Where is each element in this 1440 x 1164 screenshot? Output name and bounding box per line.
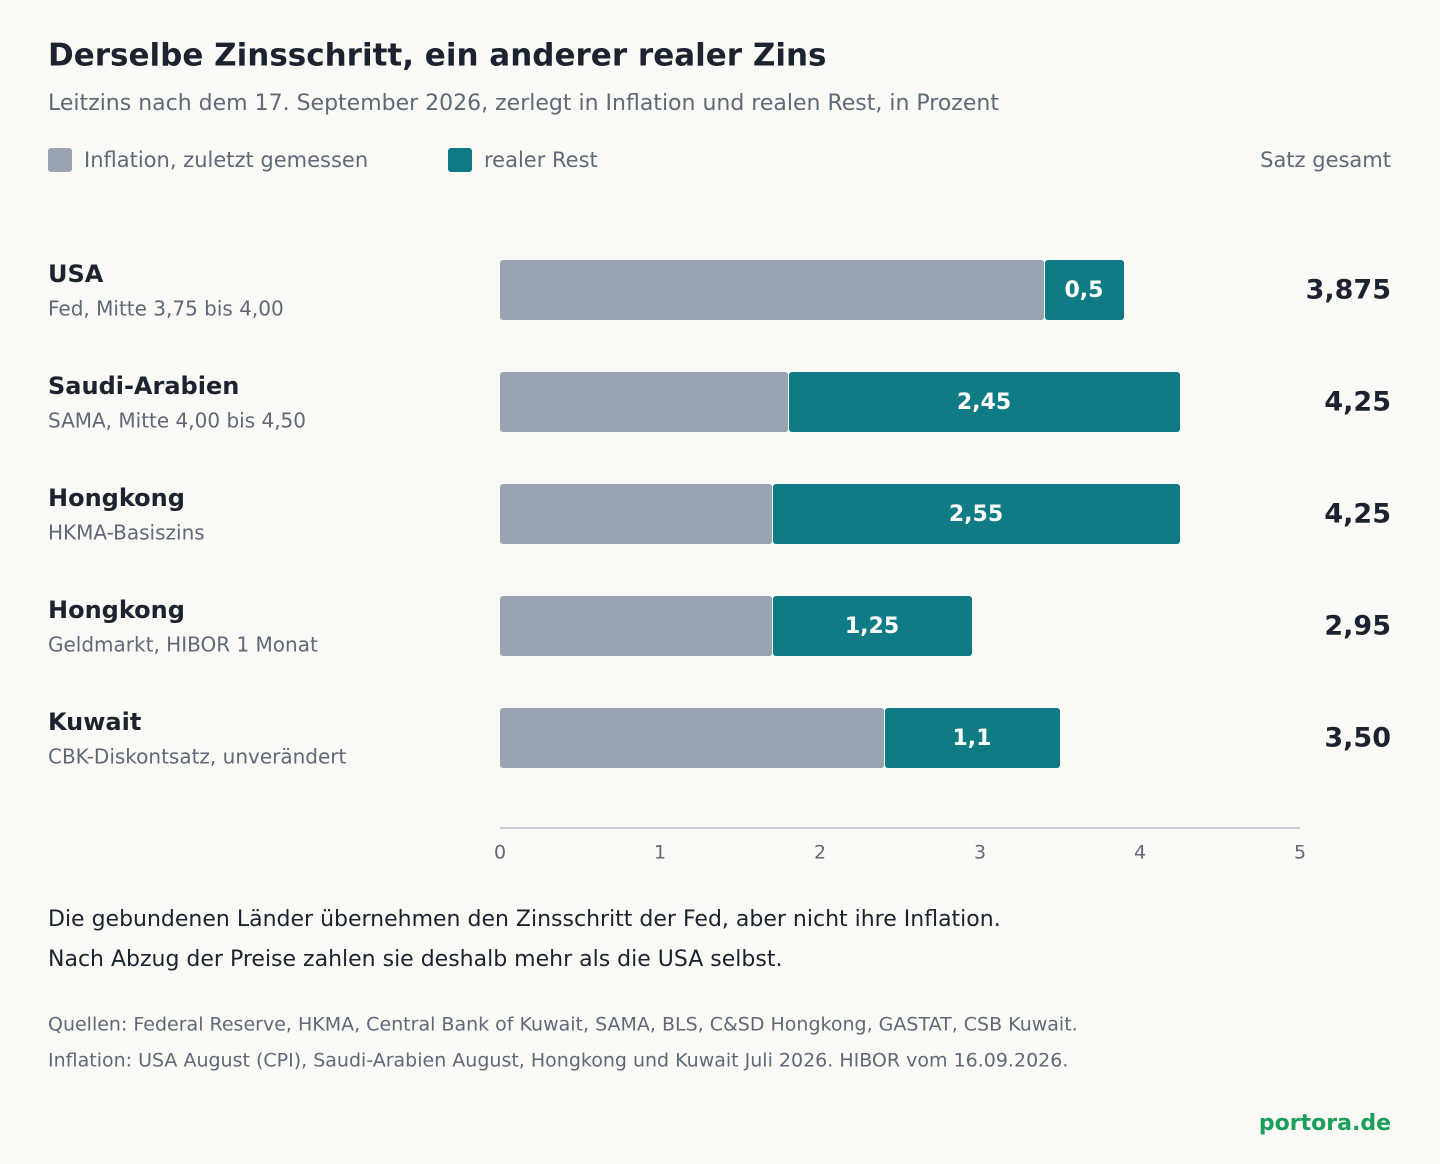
total-label: 3,875 bbox=[1306, 275, 1391, 306]
category-note: Geldmarkt, HIBOR 1 Monat bbox=[48, 633, 318, 657]
category-label: Kuwait bbox=[48, 708, 141, 736]
source-line: Inflation: USA August (CPI), Saudi-Arabi… bbox=[48, 1050, 1068, 1072]
value-label: 1,1 bbox=[953, 726, 992, 751]
x-tick-label: 5 bbox=[1294, 842, 1306, 864]
category-label: Hongkong bbox=[48, 596, 185, 624]
category-label: Saudi-Arabien bbox=[48, 372, 239, 400]
legend-label: Inflation, zuletzt gemessen bbox=[84, 148, 368, 172]
category-note: SAMA, Mitte 4,00 bis 4,50 bbox=[48, 409, 306, 433]
value-label: 2,55 bbox=[949, 502, 1003, 527]
total-label: 2,95 bbox=[1324, 611, 1391, 642]
source-line: Quellen: Federal Reserve, HKMA, Central … bbox=[48, 1014, 1078, 1036]
total-label: 4,25 bbox=[1324, 499, 1391, 530]
x-tick-label: 1 bbox=[654, 842, 666, 864]
legend-swatch bbox=[448, 148, 472, 172]
bar-segment bbox=[500, 484, 772, 544]
bar-segment bbox=[500, 260, 1044, 320]
category-label: USA bbox=[48, 260, 104, 288]
category-note: CBK-Diskontsatz, unverändert bbox=[48, 745, 347, 769]
category-label: Hongkong bbox=[48, 484, 185, 512]
legend-swatch bbox=[48, 148, 72, 172]
bar-segment bbox=[773, 596, 972, 656]
bar-segment bbox=[500, 708, 884, 768]
category-note: Fed, Mitte 3,75 bis 4,00 bbox=[48, 297, 284, 321]
x-tick-label: 4 bbox=[1134, 842, 1146, 864]
note-line: Nach Abzug der Preise zahlen sie deshalb… bbox=[48, 947, 782, 972]
legend-label: realer Rest bbox=[484, 148, 598, 172]
bar-segment bbox=[885, 708, 1060, 768]
value-label: 1,25 bbox=[845, 614, 899, 639]
bar-segment bbox=[500, 596, 772, 656]
chart-title: Derselbe Zinsschritt, ein anderer realer… bbox=[48, 38, 827, 74]
bar-segment bbox=[789, 372, 1180, 432]
value-label: 2,45 bbox=[957, 390, 1011, 415]
bar-segment bbox=[1045, 260, 1124, 320]
x-tick-label: 0 bbox=[494, 842, 506, 864]
total-label: 4,25 bbox=[1324, 387, 1391, 418]
x-tick-label: 3 bbox=[974, 842, 986, 864]
total-label: 3,50 bbox=[1324, 723, 1391, 754]
bar-segment bbox=[773, 484, 1180, 544]
brand: portora.de bbox=[1259, 1111, 1391, 1136]
totals-header: Satz gesamt bbox=[1260, 148, 1391, 172]
value-label: 0,5 bbox=[1065, 278, 1104, 303]
chart-subtitle: Leitzins nach dem 17. September 2026, ze… bbox=[48, 91, 999, 116]
bar-segment bbox=[500, 372, 788, 432]
x-tick-label: 2 bbox=[814, 842, 826, 864]
note-line: Die gebundenen Länder übernehmen den Zin… bbox=[48, 907, 1001, 932]
category-note: HKMA-Basiszins bbox=[48, 521, 205, 545]
